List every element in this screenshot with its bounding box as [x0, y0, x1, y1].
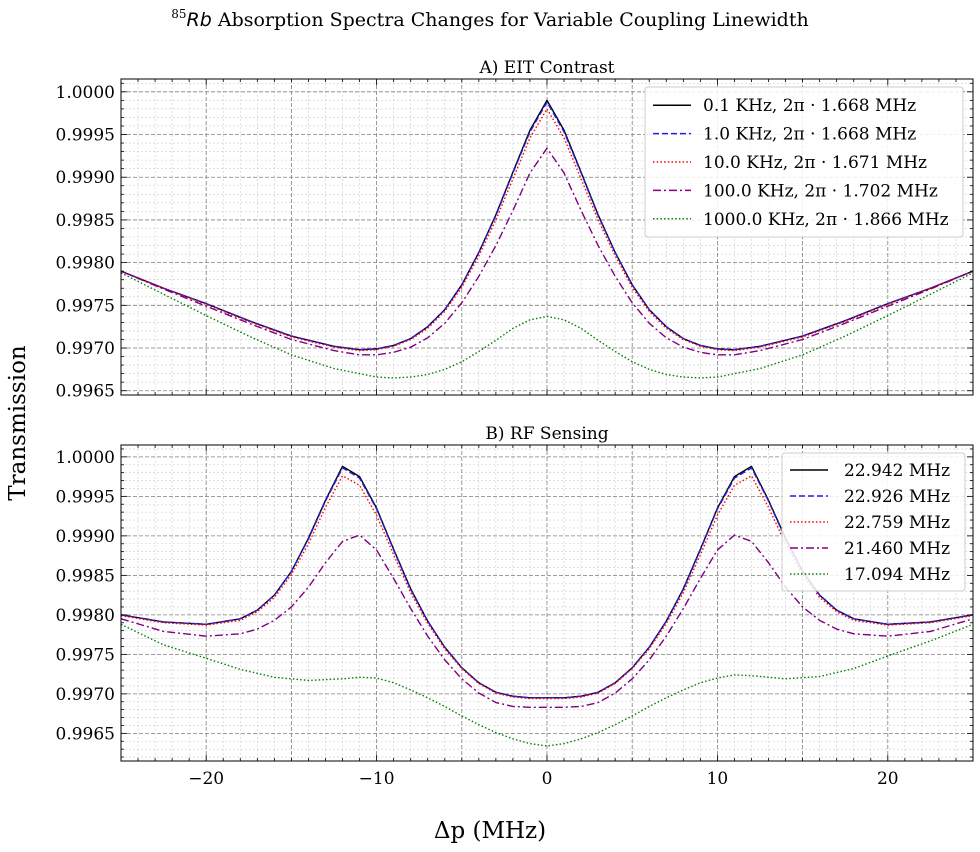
x-tick-label: 0 — [542, 769, 553, 789]
y-tick-label: 0.9965 — [56, 724, 115, 744]
y-tick-label: 0.9970 — [56, 685, 115, 705]
legend-label-2: 22.759 MHz — [844, 513, 950, 533]
series-line-1 — [120, 101, 974, 351]
x-tick-label: −20 — [188, 769, 224, 789]
legend: 0.1 KHz, 2π · 1.668 MHz 1.0 KHz, 2π · 1.6… — [644, 86, 964, 238]
y-tick-label: 1.0000 — [56, 448, 115, 468]
y-axis-label: Transmission — [5, 345, 31, 501]
panel-a-eit-contrast: 0.9965 0.9970 0.9975 0.9980 0.9985 0.9990 0.99… — [56, 58, 974, 402]
x-tick-label: 10 — [707, 769, 729, 789]
x-tick-label: −10 — [359, 769, 395, 789]
legend-box — [644, 86, 964, 238]
y-tick-label: 0.9985 — [56, 566, 115, 586]
y-tick-label: 0.9970 — [56, 339, 115, 359]
y-tick-label: 0.9980 — [56, 254, 115, 274]
legend-label-0: 22.942 MHz — [844, 461, 950, 481]
y-tick-label: 0.9995 — [56, 487, 115, 507]
legend-label-4: 1000.0 KHz, 2π · 1.866 MHz — [703, 210, 949, 230]
legend-label-1: 22.926 MHz — [844, 487, 950, 507]
legend-label-3: 100.0 KHz, 2π · 1.702 MHz — [703, 181, 938, 201]
legend-label-0: 0.1 KHz, 2π · 1.668 MHz — [703, 96, 916, 116]
x-tick-label: 20 — [877, 769, 899, 789]
series-line-2 — [120, 108, 974, 352]
y-tick-label: 0.9975 — [56, 296, 115, 316]
suptitle-superscript: 85 — [171, 7, 186, 21]
legend-box — [781, 452, 966, 592]
suptitle-rest: Absorption Spectra Changes for Variable … — [212, 9, 809, 31]
suptitle-rb: Rb — [187, 9, 212, 31]
legend-label-1: 1.0 KHz, 2π · 1.668 MHz — [703, 125, 916, 145]
series-line-4 — [120, 272, 974, 379]
y-tick-label: 0.9965 — [56, 382, 115, 402]
legend-label-3: 21.460 MHz — [844, 539, 950, 559]
y-tick-label: 0.9995 — [56, 126, 115, 146]
legend: 22.942 MHz 22.926 MHz 22.759 MHz 21.460 MHz… — [781, 452, 966, 592]
legend-label-2: 10.0 KHz, 2π · 1.671 MHz — [703, 153, 927, 173]
panel-title: B) RF Sensing — [485, 424, 608, 444]
tick-marks — [120, 445, 974, 761]
panel-title: A) EIT Contrast — [478, 58, 614, 78]
series-line-3 — [120, 147, 974, 356]
legend-label-4: 17.094 MHz — [844, 565, 950, 585]
panel-b-rf-sensing: 0.9965 0.9970 0.9975 0.9980 0.9985 0.9990 0.99… — [56, 424, 974, 789]
y-tick-label: 0.9990 — [56, 168, 115, 188]
y-tick-label: 0.9990 — [56, 527, 115, 547]
tick-marks — [120, 79, 974, 395]
y-tick-label: 0.9980 — [56, 606, 115, 626]
x-axis-label: Δp (MHz) — [434, 818, 546, 844]
y-tick-label: 0.9975 — [56, 645, 115, 665]
y-tick-label: 0.9985 — [56, 211, 115, 231]
y-tick-label: 1.0000 — [56, 83, 115, 103]
figure-suptitle: 85Rb Absorption Spectra Changes for Vari… — [171, 7, 808, 31]
